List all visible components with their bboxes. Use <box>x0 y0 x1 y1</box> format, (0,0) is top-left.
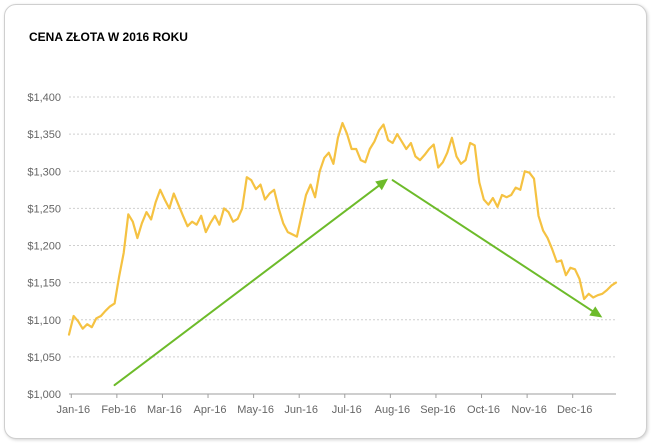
trend-arrow-line <box>391 179 594 312</box>
y-tick-label: $1,200 <box>27 241 61 253</box>
y-tick-label: $1,100 <box>27 315 61 327</box>
annotation-layer <box>113 178 603 387</box>
trend-arrow-head <box>589 306 603 318</box>
x-tick-label: Mar-16 <box>147 404 182 416</box>
y-tick-label: $1,300 <box>27 166 61 178</box>
x-tick-label: Apr-16 <box>194 404 227 416</box>
axis-layer: $1,000 $1,050 $1,100 $1,150 $1,200 $1,250 $1,3… <box>27 92 616 416</box>
x-tick-label: Jul-16 <box>332 404 362 416</box>
x-tick-label: Nov-16 <box>511 404 546 416</box>
y-tick-label: $1,250 <box>27 203 61 215</box>
x-tick-label: Sep-16 <box>420 404 455 416</box>
y-tick-label: $1,050 <box>27 352 61 364</box>
y-tick-label: $1,150 <box>27 278 61 290</box>
x-tick-label: Jan-16 <box>56 404 90 416</box>
x-tick-label: Aug-16 <box>375 404 410 416</box>
chart-title: CENA ZŁOTA W 2016 ROKU <box>29 30 188 44</box>
y-tick-label: $1,000 <box>27 389 61 401</box>
x-tick-label: Oct-16 <box>467 404 500 416</box>
y-tick-label: $1,350 <box>27 129 61 141</box>
x-tick-label: Feb-16 <box>101 404 136 416</box>
x-tick-label: Dec-16 <box>557 404 592 416</box>
series-layer <box>67 121 618 336</box>
x-tick-label: Jun-16 <box>284 404 318 416</box>
x-tick-label: May-16 <box>237 404 274 416</box>
grid-layer <box>69 96 616 358</box>
y-tick-label: $1,400 <box>27 92 61 104</box>
trend-arrow-head <box>375 178 389 191</box>
series-line <box>67 121 618 336</box>
trend-arrow-line <box>113 184 380 387</box>
